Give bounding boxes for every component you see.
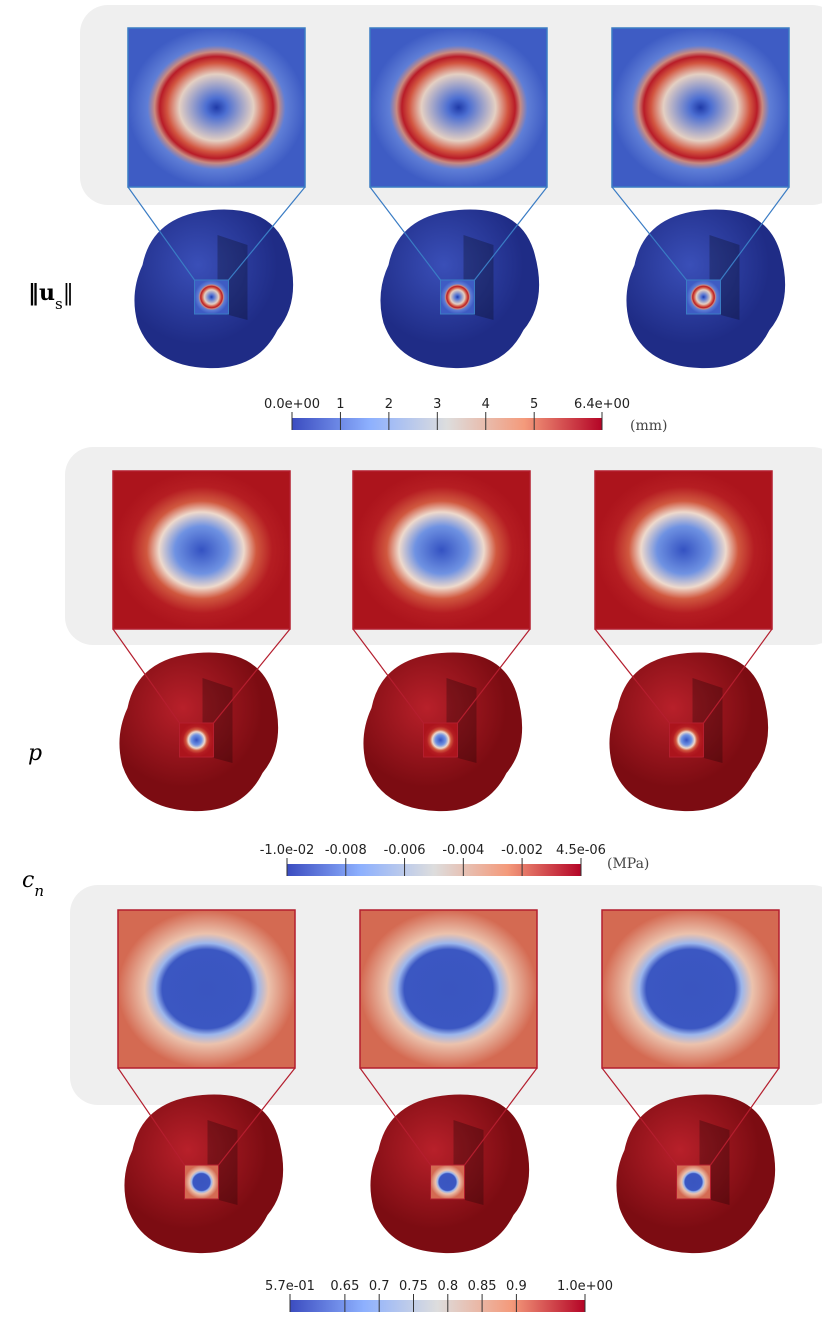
colorbar-tick-label: 2 bbox=[385, 397, 393, 412]
colorbar-tick-label: 3 bbox=[433, 397, 441, 412]
row-label: cn bbox=[22, 868, 44, 900]
colorbar-tick-label: 0.9 bbox=[506, 1279, 527, 1294]
colorbar-unit: (MPa) bbox=[607, 856, 649, 872]
colorbar-tick-label: 4.5e-06 bbox=[556, 843, 606, 858]
colorbar-tick-label: -0.002 bbox=[501, 843, 543, 858]
row-label-part: s bbox=[55, 295, 63, 313]
colorbar-tick-label: 0.0e+00 bbox=[264, 397, 320, 412]
row-label-part: c bbox=[22, 868, 34, 893]
zoom-panel bbox=[118, 910, 295, 1068]
colorbar-tick-label: 0.65 bbox=[330, 1279, 359, 1294]
row-label-part: p bbox=[28, 741, 42, 766]
colorbar-tick-label: 4 bbox=[482, 397, 490, 412]
row-label: p bbox=[28, 741, 42, 766]
inset-box bbox=[195, 280, 229, 314]
zoom-panel bbox=[370, 28, 547, 187]
colorbar-tick-label: 1.0e+00 bbox=[557, 1279, 613, 1294]
inset-box bbox=[431, 1165, 465, 1199]
colorbar-tick-label: 0.85 bbox=[468, 1279, 497, 1294]
row-label-part: ‖u bbox=[28, 280, 55, 306]
zoom-panel bbox=[128, 28, 305, 187]
row-label-part: n bbox=[34, 882, 44, 900]
zoom-panel bbox=[360, 910, 537, 1068]
colorbar-tick-label: -0.008 bbox=[325, 843, 367, 858]
inset-box bbox=[677, 1165, 711, 1199]
zoom-panel bbox=[602, 910, 779, 1068]
colorbar-tick-label: 5 bbox=[530, 397, 538, 412]
zoom-panel bbox=[612, 28, 789, 187]
inset-box bbox=[424, 723, 458, 757]
colorbar-tick-label: 5.7e-01 bbox=[265, 1279, 315, 1294]
colorbar-unit: (mm) bbox=[630, 418, 667, 434]
colorbar bbox=[290, 1300, 585, 1312]
figure: ‖us‖ 0.0e+00 1 2 3 4 5 6.4e+00(mm) p -1.0e-02 -0.0… bbox=[0, 0, 822, 1318]
colorbar-tick-label: -1.0e-02 bbox=[260, 843, 315, 858]
zoom-panel bbox=[353, 471, 530, 629]
inset-box bbox=[441, 280, 475, 314]
colorbar-tick-label: 1 bbox=[336, 397, 344, 412]
colorbar-tick-label: -0.004 bbox=[442, 843, 484, 858]
row-label-part: ‖ bbox=[63, 281, 74, 306]
inset-box bbox=[180, 723, 214, 757]
colorbar-tick-label: 0.75 bbox=[399, 1279, 428, 1294]
zoom-panel bbox=[113, 471, 290, 629]
inset-box bbox=[185, 1165, 219, 1199]
colorbar-tick-label: 0.8 bbox=[437, 1279, 458, 1294]
row-label: ‖us‖ bbox=[28, 280, 74, 313]
colorbar-tick-label: 0.7 bbox=[369, 1279, 390, 1294]
colorbar bbox=[287, 864, 581, 876]
inset-box bbox=[670, 723, 704, 757]
colorbar-tick-label: -0.006 bbox=[384, 843, 426, 858]
colorbar-tick-label: 6.4e+00 bbox=[574, 397, 630, 412]
colorbar bbox=[292, 418, 602, 430]
inset-box bbox=[687, 280, 721, 314]
zoom-panel bbox=[595, 471, 772, 629]
